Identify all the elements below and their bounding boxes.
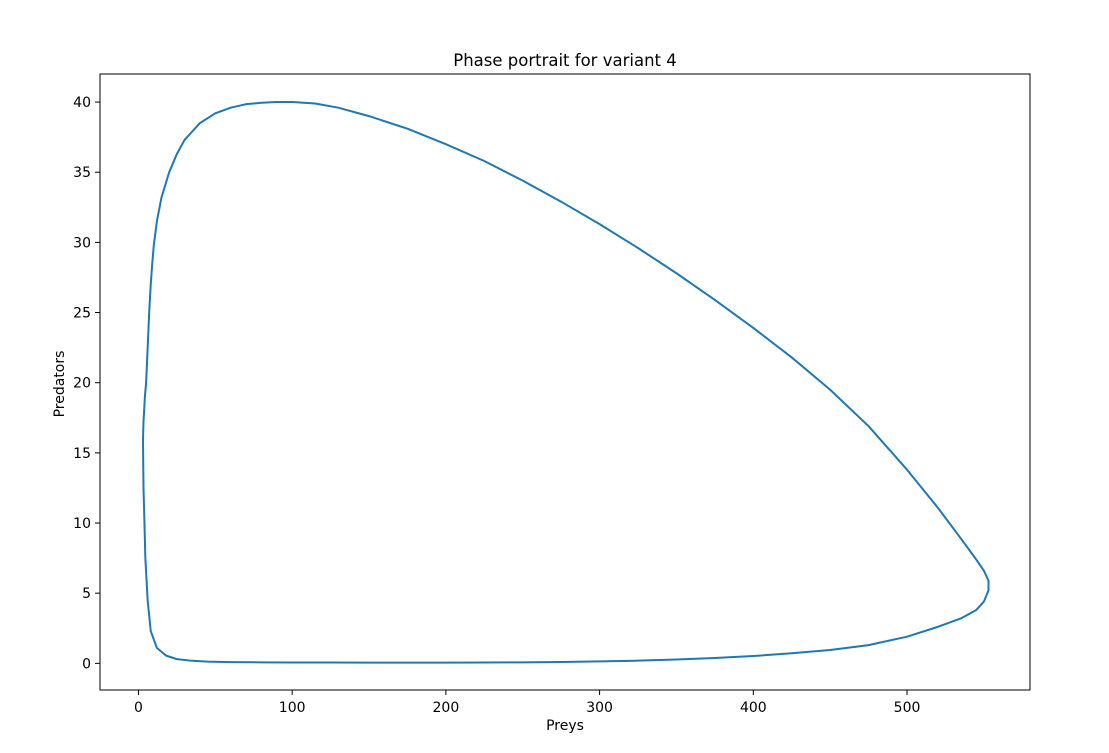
- y-tick-label: 15: [73, 446, 91, 462]
- x-axis-label: Preys: [546, 718, 584, 734]
- y-tick-label: 40: [73, 95, 91, 111]
- series-layer: [142, 101, 990, 664]
- y-tick-label: 10: [73, 516, 91, 532]
- y-tick-label: 25: [73, 306, 91, 322]
- y-tick-label: 5: [82, 586, 91, 602]
- x-axis: 0 100 200 300 400 500: [134, 690, 920, 716]
- x-tick-label: 500: [894, 700, 921, 716]
- y-tick-label: 30: [73, 235, 91, 251]
- chart-title: Phase portrait for variant 4: [453, 51, 676, 70]
- y-tick-label: 35: [73, 165, 91, 181]
- x-tick-label: 100: [279, 700, 306, 716]
- y-axis: 0 5 10 15 20 25 30 35 40: [73, 95, 100, 672]
- y-axis-label: Predators: [52, 351, 68, 418]
- plot-area-frame: [99, 73, 1031, 691]
- series-line-0: [142, 101, 990, 664]
- x-tick-label: 300: [586, 700, 613, 716]
- x-tick-label: 0: [134, 700, 143, 716]
- y-tick-label: 20: [73, 376, 91, 392]
- y-tick-label: 0: [82, 656, 91, 672]
- x-tick-label: 400: [740, 700, 767, 716]
- x-tick-label: 200: [433, 700, 460, 716]
